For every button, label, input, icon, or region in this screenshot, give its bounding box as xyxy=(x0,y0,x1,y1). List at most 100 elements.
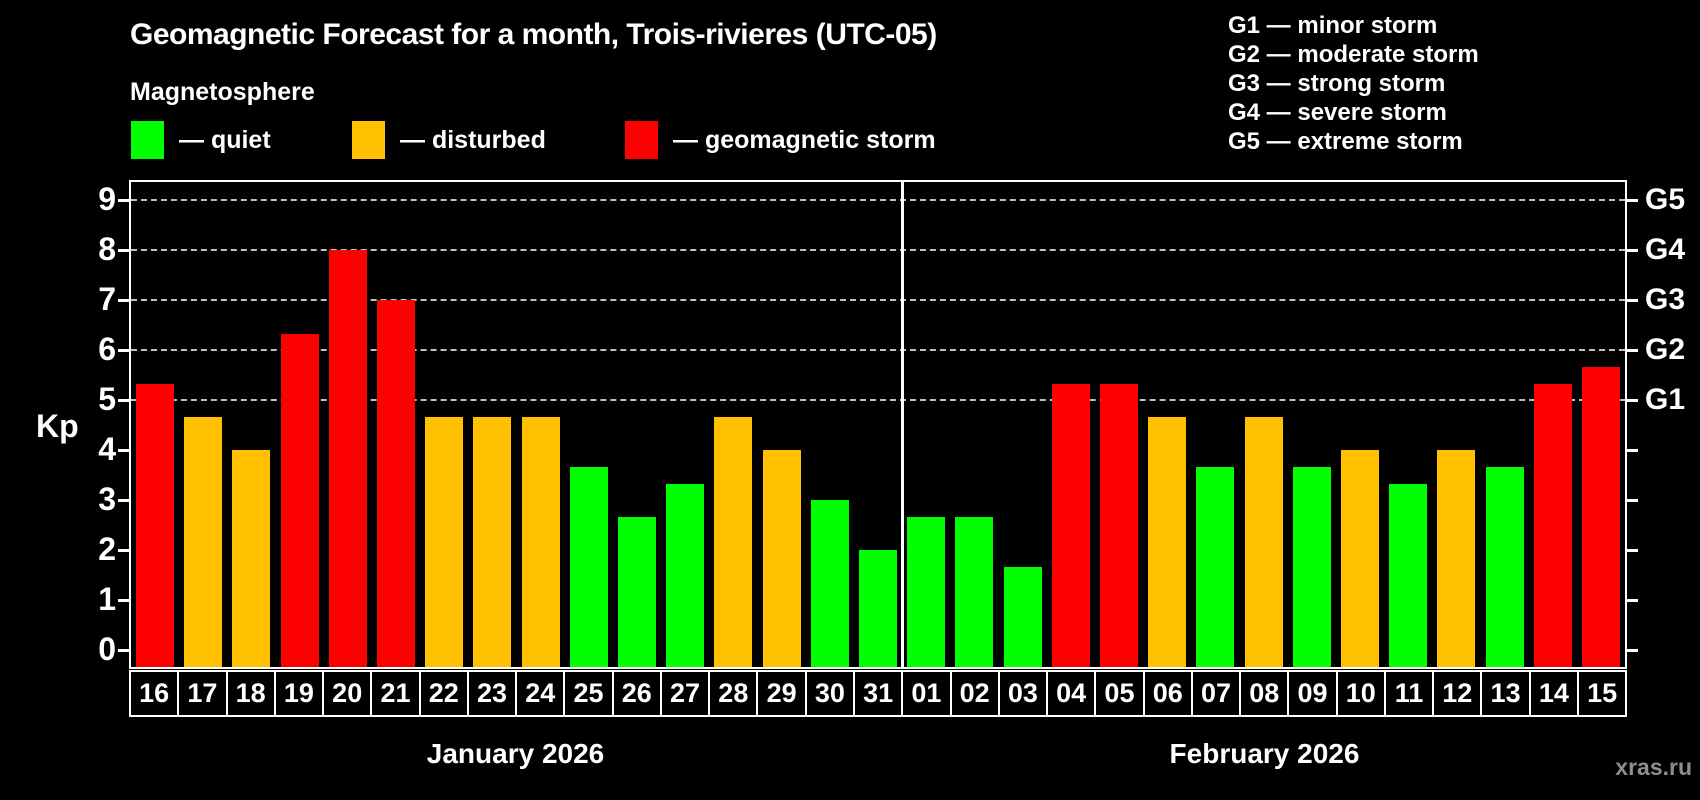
page-title: Geomagnetic Forecast for a month, Trois-… xyxy=(130,18,937,51)
kp-bar-january-31 xyxy=(859,550,897,667)
date-cell-january-26: 26 xyxy=(611,670,662,717)
date-cell-february-01: 01 xyxy=(901,670,952,717)
date-axis-row: 16 17 18 19 20 21 22 23 24 25 26 27 28 29 30 31 01 02 03 04… xyxy=(129,670,1628,717)
g-scale-line-g4: G4 — severe storm xyxy=(1228,99,1447,126)
gridline-kp-6 xyxy=(131,349,1625,351)
g-scale-line-g1: G1 — minor storm xyxy=(1228,12,1438,39)
y-axis-tick-left-0 xyxy=(118,648,131,652)
legend-label-quiet: — quiet xyxy=(179,125,271,154)
date-cell-february-04: 04 xyxy=(1046,670,1097,717)
y-axis-label-4: 4 xyxy=(98,431,116,467)
date-cell-january-19: 19 xyxy=(273,670,325,717)
date-cell-february-05: 05 xyxy=(1094,670,1145,717)
y-axis-tick-left-7 xyxy=(118,298,131,302)
date-cell-february-07: 07 xyxy=(1190,670,1242,717)
y-axis-label-2: 2 xyxy=(98,531,116,567)
y-axis-label-3: 3 xyxy=(98,481,116,517)
y-axis-tick-left-3 xyxy=(118,498,131,502)
kp-bar-january-26 xyxy=(618,516,657,667)
kp-bar-january-24 xyxy=(521,416,560,667)
date-cell-january-27: 27 xyxy=(659,670,711,717)
y-axis-tick-right-3 xyxy=(1625,498,1638,502)
kp-bar-january-16 xyxy=(136,383,175,667)
kp-bar-january-23 xyxy=(473,416,512,667)
kp-bar-february-08 xyxy=(1244,416,1283,667)
kp-bar-february-15 xyxy=(1581,366,1620,667)
date-cell-february-09: 09 xyxy=(1287,670,1338,717)
g-level-label-g3: G3 xyxy=(1645,283,1686,316)
y-axis-tick-right-6 xyxy=(1625,348,1638,352)
kp-bar-january-18 xyxy=(232,450,271,667)
date-cell-january-29: 29 xyxy=(756,670,807,717)
kp-bar-january-25 xyxy=(569,466,608,667)
plot-area xyxy=(129,180,1627,669)
g-scale-line-g5: G5 — extreme storm xyxy=(1228,128,1463,155)
date-cell-january-20: 20 xyxy=(322,670,373,717)
legend-item-storm: — geomagnetic storm xyxy=(625,121,936,159)
legend-item-quiet: — quiet xyxy=(131,121,271,159)
date-cell-january-21: 21 xyxy=(370,670,421,717)
kp-bar-february-13 xyxy=(1485,466,1524,667)
y-axis-tick-right-5 xyxy=(1625,398,1638,402)
y-axis-tick-left-6 xyxy=(118,348,131,352)
kp-bar-january-20 xyxy=(328,250,367,667)
g-scale-line-g2: G2 — moderate storm xyxy=(1228,41,1479,68)
y-axis-tick-right-9 xyxy=(1625,198,1638,202)
kp-bar-january-27 xyxy=(666,483,705,667)
y-axis-label-8: 8 xyxy=(98,231,116,267)
date-cell-february-06: 06 xyxy=(1142,670,1193,717)
date-cell-january-28: 28 xyxy=(708,670,759,717)
month-label-february: February 2026 xyxy=(1169,738,1360,769)
kp-bar-february-03 xyxy=(1003,566,1042,667)
date-cell-february-14: 14 xyxy=(1528,670,1579,717)
kp-bar-january-29 xyxy=(762,450,801,667)
date-cell-january-23: 23 xyxy=(466,670,518,717)
kp-bar-february-05 xyxy=(1099,383,1138,667)
month-separator-line xyxy=(900,182,904,667)
date-cell-january-18: 18 xyxy=(225,670,276,717)
y-axis-tick-right-1 xyxy=(1625,598,1638,602)
watermark: xras.ru xyxy=(1615,754,1692,780)
kp-bar-february-14 xyxy=(1533,383,1572,667)
g-level-label-g2: G2 xyxy=(1645,333,1686,366)
g-scale-legend: G1 — minor storm G2 — moderate storm G3 … xyxy=(1228,11,1479,156)
date-cell-january-24: 24 xyxy=(515,670,566,717)
y-axis-tick-left-5 xyxy=(118,398,131,402)
date-cell-february-11: 11 xyxy=(1383,670,1435,717)
kp-bar-february-12 xyxy=(1437,450,1476,667)
kp-bar-february-11 xyxy=(1389,483,1428,667)
chart-subtitle: Magnetosphere xyxy=(130,78,315,106)
storm-color-swatch-icon xyxy=(625,121,658,159)
kp-bar-february-01 xyxy=(907,516,946,667)
date-cell-february-02: 02 xyxy=(949,670,1000,717)
date-cell-february-12: 12 xyxy=(1432,670,1483,717)
kp-bar-february-02 xyxy=(955,516,994,667)
kp-bar-january-30 xyxy=(810,500,849,667)
g-scale-line-g3: G3 — strong storm xyxy=(1228,70,1446,97)
legend-label-disturbed: — disturbed xyxy=(400,125,546,154)
y-axis-tick-right-2 xyxy=(1625,548,1638,552)
date-cell-january-16: 16 xyxy=(129,670,180,717)
y-axis-label-1: 1 xyxy=(98,581,116,617)
y-axis-tick-right-4 xyxy=(1625,448,1638,452)
legend-label-storm: — geomagnetic storm xyxy=(673,125,936,154)
date-cell-january-31: 31 xyxy=(852,670,904,717)
kp-axis-title: Kp xyxy=(36,408,79,444)
y-axis-label-5: 5 xyxy=(98,381,116,417)
date-cell-february-15: 15 xyxy=(1576,670,1628,717)
disturbed-color-swatch-icon xyxy=(352,121,385,159)
month-label-january: January 2026 xyxy=(426,738,605,769)
y-axis-label-9: 9 xyxy=(98,181,116,217)
y-axis-label-7: 7 xyxy=(98,281,116,317)
quiet-color-swatch-icon xyxy=(131,121,164,159)
kp-bar-january-17 xyxy=(184,416,223,667)
kp-bar-february-10 xyxy=(1340,450,1379,667)
legend-item-disturbed: — disturbed xyxy=(352,121,546,159)
date-cell-february-10: 10 xyxy=(1335,670,1386,717)
y-axis-tick-right-7 xyxy=(1625,298,1638,302)
y-axis-tick-left-8 xyxy=(118,248,131,252)
g-level-label-g4: G4 xyxy=(1645,233,1686,266)
g-level-label-g5: G5 xyxy=(1645,183,1686,216)
y-axis-tick-left-9 xyxy=(118,198,131,202)
